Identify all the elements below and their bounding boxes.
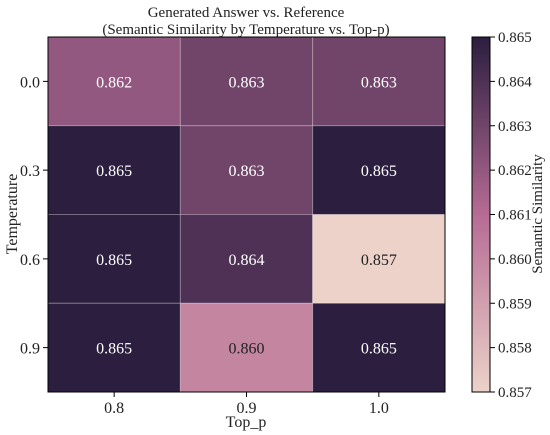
x-axis-label: Top_p bbox=[226, 414, 267, 431]
y-axis-ticks: 0.0 0.3 0.6 0.9 bbox=[20, 74, 48, 358]
heatmap-cells bbox=[47, 36, 446, 393]
cell-value-label: 0.865 bbox=[361, 341, 397, 358]
colorbar-label: Semantic Similarity bbox=[530, 154, 546, 274]
heatmap-cell bbox=[179, 125, 314, 215]
x-axis-ticks: 0.8 0.9 1.0 bbox=[104, 392, 389, 417]
cell-value-label: 0.863 bbox=[361, 74, 397, 91]
heatmap-cell bbox=[312, 302, 446, 393]
heatmap-cell-labels: 0.862 0.863 0.863 0.865 0.863 0.865 0.865 0.864… bbox=[96, 74, 397, 357]
heatmap-cell bbox=[179, 36, 314, 127]
y-tick-label: 0.9 bbox=[20, 341, 40, 358]
colorbar-tick-label: 0.863 bbox=[498, 119, 532, 135]
x-tick-label: 0.9 bbox=[237, 400, 257, 417]
chart-title: Generated Answer vs. Reference bbox=[148, 5, 345, 21]
colorbar-tick-label: 0.858 bbox=[498, 341, 532, 357]
cell-value-label: 0.865 bbox=[96, 163, 132, 180]
colorbar-tick-label: 0.862 bbox=[498, 163, 532, 179]
cell-value-label: 0.863 bbox=[229, 163, 265, 180]
cell-value-label: 0.865 bbox=[96, 341, 132, 358]
colorbar-tick-label: 0.860 bbox=[498, 252, 532, 268]
cell-value-label: 0.865 bbox=[361, 163, 397, 180]
y-tick-label: 0.0 bbox=[20, 74, 40, 91]
y-tick-label: 0.6 bbox=[20, 252, 40, 269]
cell-value-label: 0.860 bbox=[229, 341, 265, 358]
colorbar-tick-label: 0.861 bbox=[498, 208, 532, 224]
cell-value-label: 0.857 bbox=[361, 252, 397, 269]
y-tick-label: 0.3 bbox=[20, 163, 40, 180]
heatmap-cell bbox=[312, 125, 446, 215]
cell-value-label: 0.864 bbox=[229, 252, 265, 269]
x-tick-label: 1.0 bbox=[369, 400, 389, 417]
heatmap-cell bbox=[47, 36, 181, 127]
x-tick-label: 0.8 bbox=[104, 400, 124, 417]
colorbar-tick-label: 0.859 bbox=[498, 296, 532, 312]
heatmap-cell bbox=[47, 125, 181, 215]
cell-value-label: 0.865 bbox=[96, 252, 132, 269]
chart-subtitle: (Semantic Similarity by Temperature vs. … bbox=[102, 22, 389, 38]
cell-value-label: 0.863 bbox=[229, 74, 265, 91]
heatmap-cell bbox=[47, 302, 181, 393]
colorbar-tick-label: 0.864 bbox=[498, 74, 532, 90]
y-axis-label: Temperature bbox=[4, 174, 21, 255]
colorbar bbox=[471, 36, 491, 393]
colorbar-tick-label: 0.857 bbox=[498, 385, 532, 401]
cell-value-label: 0.862 bbox=[96, 74, 132, 91]
colorbar-tick-label: 0.865 bbox=[498, 30, 532, 46]
heatmap-cell bbox=[179, 214, 314, 304]
colorbar-ticks: 0.857 0.858 0.859 0.860 0.861 0.862 0.863 0.864… bbox=[490, 30, 532, 401]
